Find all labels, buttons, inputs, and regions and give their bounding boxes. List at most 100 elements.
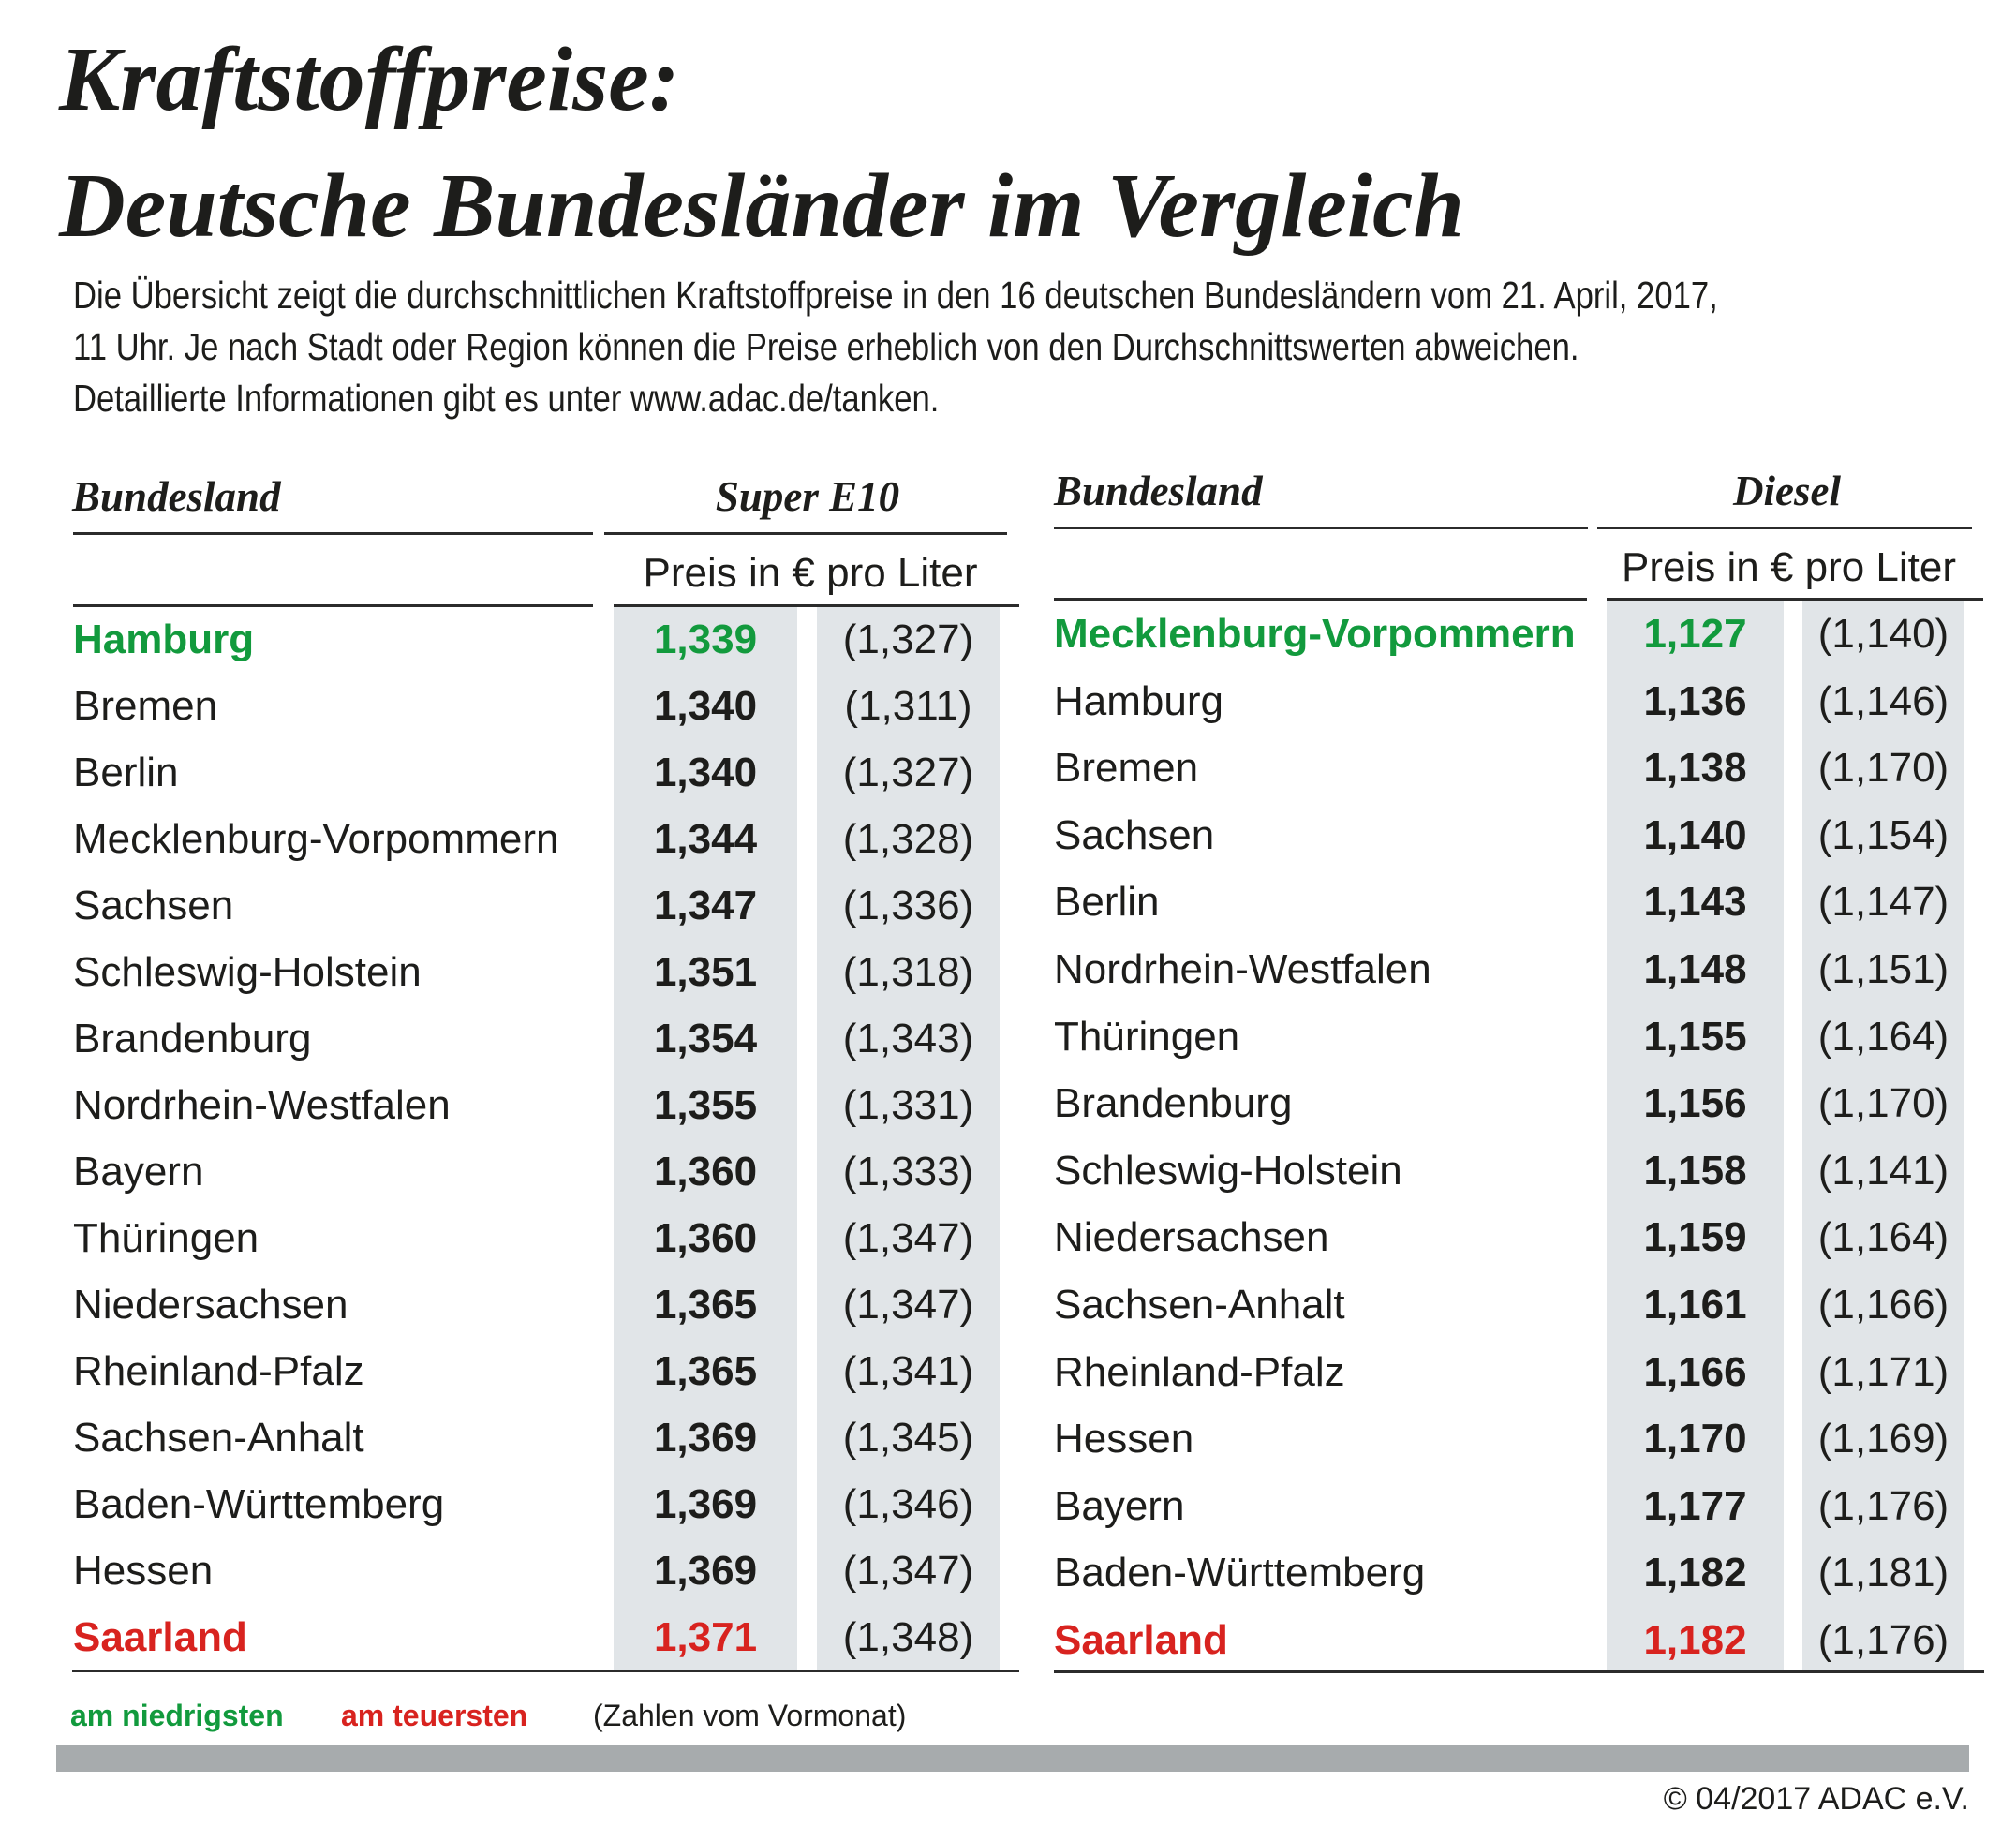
current-price: 1,182 xyxy=(1643,1550,1747,1596)
state-name: Niedersachsen xyxy=(73,1282,348,1328)
table-row: Berlin 1,143 (1,147) xyxy=(1054,869,1983,936)
current-price: 1,339 xyxy=(653,616,758,662)
current-price: 1,156 xyxy=(1643,1080,1747,1127)
table-row: Hamburg 1,136 (1,146) xyxy=(1054,668,1983,735)
table-row: Nordrhein-Westfalen 1,148 (1,151) xyxy=(1054,936,1983,1003)
state-name: Sachsen xyxy=(1054,811,1215,858)
previous-month-price: (1,164) xyxy=(1817,1214,1949,1261)
current-price: 1,354 xyxy=(653,1016,758,1062)
footer-bar xyxy=(56,1745,1969,1772)
state-name: Berlin xyxy=(73,750,179,795)
state-name: Schleswig-Holstein xyxy=(73,949,422,995)
previous-month-price: (1,347) xyxy=(842,1215,974,1261)
price-column-bg xyxy=(614,605,797,1670)
table-row: Mecklenburg-Vorpommern 1,344 (1,328) xyxy=(73,806,1019,872)
previous-month-price: (1,170) xyxy=(1817,745,1949,792)
previous-month-price: (1,341) xyxy=(842,1348,974,1394)
current-price: 1,127 xyxy=(1643,611,1747,657)
subheader-rule xyxy=(1607,598,1983,601)
state-name: Hessen xyxy=(73,1548,214,1594)
table-row: Niedersachsen 1,365 (1,347) xyxy=(73,1271,1019,1338)
current-price: 1,351 xyxy=(653,949,758,995)
previous-month-price: (1,328) xyxy=(842,816,974,862)
state-name: Niedersachsen xyxy=(1054,1214,1329,1261)
current-price: 1,340 xyxy=(653,750,758,795)
intro-line-1: Die Übersicht zeigt die durchschnittlich… xyxy=(73,274,1718,317)
previous-month-price: (1,171) xyxy=(1817,1348,1949,1395)
header-rule xyxy=(604,532,1007,535)
state-name: Saarland xyxy=(1054,1616,1228,1663)
intro-line-3: Detaillierte Informationen gibt es unter… xyxy=(73,377,940,420)
current-price: 1,166 xyxy=(1643,1348,1747,1395)
current-price: 1,161 xyxy=(1643,1281,1747,1328)
subheader-rule xyxy=(614,604,1019,607)
previous-month-price: (1,327) xyxy=(842,616,974,662)
table-row: Sachsen 1,347 (1,336) xyxy=(73,872,1019,939)
current-price: 1,360 xyxy=(653,1149,758,1195)
current-price: 1,140 xyxy=(1643,811,1747,858)
state-name: Baden-Württemberg xyxy=(73,1481,445,1527)
table-row: Baden-Württemberg 1,369 (1,346) xyxy=(73,1471,1019,1537)
fuel-column-header: Super E10 xyxy=(715,473,900,520)
state-name: Sachsen xyxy=(73,883,234,928)
previous-month-price: (1,336) xyxy=(842,883,974,928)
table-body: Mecklenburg-Vorpommern 1,127 (1,140) Hambur… xyxy=(1054,601,1983,1674)
state-name: Thüringen xyxy=(73,1215,259,1261)
copyright: © 04/2017 ADAC e.V. xyxy=(1663,1781,1969,1817)
previous-month-price: (1,318) xyxy=(842,949,974,995)
previous-month-price: (1,151) xyxy=(1817,945,1949,992)
previous-column-bg xyxy=(1802,599,1964,1671)
previous-month-price: (1,147) xyxy=(1817,879,1949,926)
current-price: 1,138 xyxy=(1643,745,1747,792)
current-price: 1,360 xyxy=(653,1215,758,1261)
state-name: Bremen xyxy=(73,683,218,729)
state-name: Hamburg xyxy=(1054,677,1223,724)
header-rule xyxy=(1597,527,1972,529)
table-row: Thüringen 1,155 (1,164) xyxy=(1054,1003,1983,1071)
table-row: Rheinland-Pfalz 1,166 (1,171) xyxy=(1054,1339,1983,1406)
legend-previous-note: (Zahlen vom Vormonat) xyxy=(593,1699,907,1732)
state-name: Rheinland-Pfalz xyxy=(1054,1348,1345,1395)
current-price: 1,355 xyxy=(653,1082,758,1128)
state-name: Mecklenburg-Vorpommern xyxy=(1054,611,1576,657)
bottom-rule xyxy=(72,1670,1019,1672)
table-row: Schleswig-Holstein 1,351 (1,318) xyxy=(73,939,1019,1005)
previous-month-price: (1,348) xyxy=(842,1614,974,1660)
table-row: Hessen 1,369 (1,347) xyxy=(73,1537,1019,1604)
table-row: Bayern 1,360 (1,333) xyxy=(73,1138,1019,1205)
current-price: 1,155 xyxy=(1643,1013,1747,1060)
table-row: Baden-Württemberg 1,182 (1,181) xyxy=(1054,1539,1983,1607)
state-name: Sachsen-Anhalt xyxy=(1054,1281,1345,1328)
legend-highest: am teuersten xyxy=(341,1699,528,1732)
state-name: Brandenburg xyxy=(1054,1080,1293,1127)
subheader-rule xyxy=(1054,598,1587,601)
title-line-2: Deutsche Bundesländer im Vergleich xyxy=(59,156,1465,257)
current-price: 1,365 xyxy=(653,1348,758,1394)
previous-month-price: (1,327) xyxy=(842,750,974,795)
table-row: Saarland 1,182 (1,176) xyxy=(1054,1607,1983,1674)
state-name: Bayern xyxy=(73,1149,204,1195)
table-body: Hamburg 1,339 (1,327) Bremen 1,340 (1,311) Ber… xyxy=(73,606,1019,1670)
subheader-rule xyxy=(73,604,593,607)
current-price: 1,170 xyxy=(1643,1416,1747,1462)
previous-month-price: (1,347) xyxy=(842,1282,974,1328)
table-row: Berlin 1,340 (1,327) xyxy=(73,739,1019,806)
title-line-1: Kraftstoffpreise: xyxy=(59,29,680,130)
previous-month-price: (1,176) xyxy=(1817,1616,1949,1663)
state-name: Hamburg xyxy=(73,616,255,662)
table-row: Sachsen-Anhalt 1,369 (1,345) xyxy=(73,1404,1019,1471)
current-price: 1,143 xyxy=(1643,879,1747,926)
previous-month-price: (1,169) xyxy=(1817,1416,1949,1462)
table-row: Brandenburg 1,354 (1,343) xyxy=(73,1005,1019,1072)
current-price: 1,369 xyxy=(653,1481,758,1527)
table-row: Thüringen 1,360 (1,347) xyxy=(73,1205,1019,1271)
previous-month-price: (1,141) xyxy=(1817,1147,1949,1194)
bottom-rule xyxy=(1054,1670,1984,1673)
table-row: Bremen 1,340 (1,311) xyxy=(73,673,1019,739)
table-row: Niedersachsen 1,159 (1,164) xyxy=(1054,1204,1983,1271)
current-price: 1,344 xyxy=(653,816,758,862)
legend-lowest: am niedrigsten xyxy=(70,1699,284,1732)
state-name: Thüringen xyxy=(1054,1013,1240,1060)
table-row: Nordrhein-Westfalen 1,355 (1,331) xyxy=(73,1072,1019,1138)
unit-label: Preis in € pro Liter xyxy=(1621,544,1957,590)
